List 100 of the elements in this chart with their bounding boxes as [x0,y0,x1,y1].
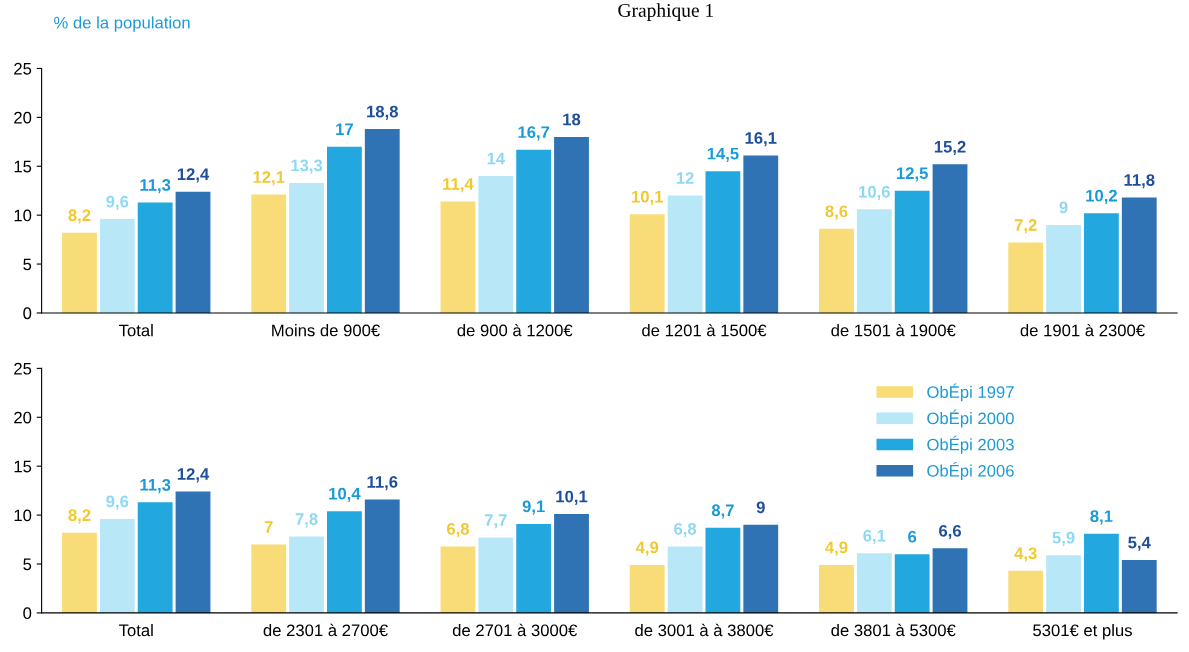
x-tick-label: de 2301 à 2700€ [263,623,388,637]
data-label: 11,6 [367,476,398,491]
data-label: 9,1 [522,500,545,515]
bar [440,546,476,613]
x-tick-label: de 2701 à 3000€ [452,623,578,637]
y-tick-label: 25 [14,362,32,375]
x-tick-label: de 900 à 1200€ [457,323,573,337]
bar [743,155,779,313]
data-label: 5,4 [1128,536,1151,551]
y-tick-label: 5 [23,558,32,571]
x-tick-label: de 3801 à 5300€ [831,623,956,637]
data-label: 11,3 [140,478,171,494]
data-label: 10,1 [632,190,663,205]
bar [137,502,173,613]
bar [629,214,665,313]
bar [554,136,589,313]
bar [516,149,552,313]
bar [99,219,135,313]
bar [327,511,362,613]
data-label: 14 [487,152,505,165]
bar [856,553,892,613]
bar [1084,533,1119,613]
bar [327,146,362,313]
data-label: 13,3 [291,159,323,174]
legend-label: ObÉpi 1997 [927,383,1014,402]
data-label: 6 [908,530,917,543]
data-label: 12,1 [253,171,285,186]
bar [932,164,968,313]
data-label: 10,2 [1086,189,1117,204]
data-label: 16,1 [745,132,777,147]
data-label: 9 [756,501,765,514]
bar [1121,560,1157,613]
data-label: 11,4 [443,178,474,193]
x-tick-label: 5301€ et plus [1033,623,1132,640]
data-label: 5,9 [1052,531,1075,546]
y-tick-label: 25 [14,62,32,75]
data-label: 12,4 [177,468,210,483]
bar [1046,224,1081,313]
bar [99,518,135,613]
y-tick-label: 5 [23,258,32,271]
bar [1008,242,1044,313]
data-label: 6,8 [446,522,470,538]
legend-label: ObÉpi 2000 [927,409,1014,428]
data-label: 9,6 [106,495,129,510]
bar [175,491,211,613]
data-label: 10,1 [556,490,588,505]
bar [175,191,211,313]
bar [62,232,97,313]
data-label: 4,9 [825,541,848,556]
bar [478,176,514,313]
y-tick-label: 15 [14,460,32,473]
data-label: 15,2 [934,140,966,156]
data-label: 10,4 [329,487,361,502]
data-label: 7,7 [484,514,507,529]
x-tick-label: Total [119,324,153,337]
data-label: 8,2 [68,509,91,524]
bar [705,171,741,313]
data-label: 9 [1059,201,1068,214]
x-tick-label: de 1901 à 2300€ [1020,323,1145,337]
data-label: 12,4 [177,168,210,183]
data-label: 18 [563,113,581,126]
bar [289,182,324,313]
y-tick-label: 20 [14,411,32,424]
y-tick-label: 0 [23,607,32,620]
bar [856,209,892,313]
data-label: 11,3 [140,179,171,194]
data-label: 6,6 [939,524,961,540]
bar [932,548,968,613]
bar [819,564,854,613]
bar [667,195,703,313]
bar [364,129,400,313]
data-label: 12 [676,172,694,184]
y-tick-label: 20 [14,111,32,124]
bar [1008,570,1044,613]
y-tick-label: 10 [14,509,32,522]
y-tick-label: 0 [23,307,32,320]
y-tick-label: 15 [14,160,32,173]
data-label: 16,7 [518,126,550,141]
bar [1084,213,1119,313]
bar [554,514,589,613]
data-label: 11,8 [1124,174,1155,189]
data-label: 8,6 [825,205,848,220]
x-tick-label: Moins de 900€ [272,324,380,337]
bar [894,190,930,313]
bar [478,537,514,613]
data-label: 8,1 [1090,510,1113,525]
data-label: 4,3 [1014,547,1037,562]
data-label: 8,7 [711,504,734,519]
legend-label: ObÉpi 2003 [927,435,1014,454]
x-tick-label: Total [119,623,153,637]
bar [743,524,779,613]
bar [440,201,476,313]
x-tick-label: de 3001 à à 3800€ [635,623,774,637]
bar [137,202,173,313]
bar [364,499,400,613]
bar [1046,555,1081,613]
bar [894,554,930,613]
bar [819,228,854,313]
data-label: 6,8 [674,522,697,538]
data-label: 7,8 [295,513,318,528]
